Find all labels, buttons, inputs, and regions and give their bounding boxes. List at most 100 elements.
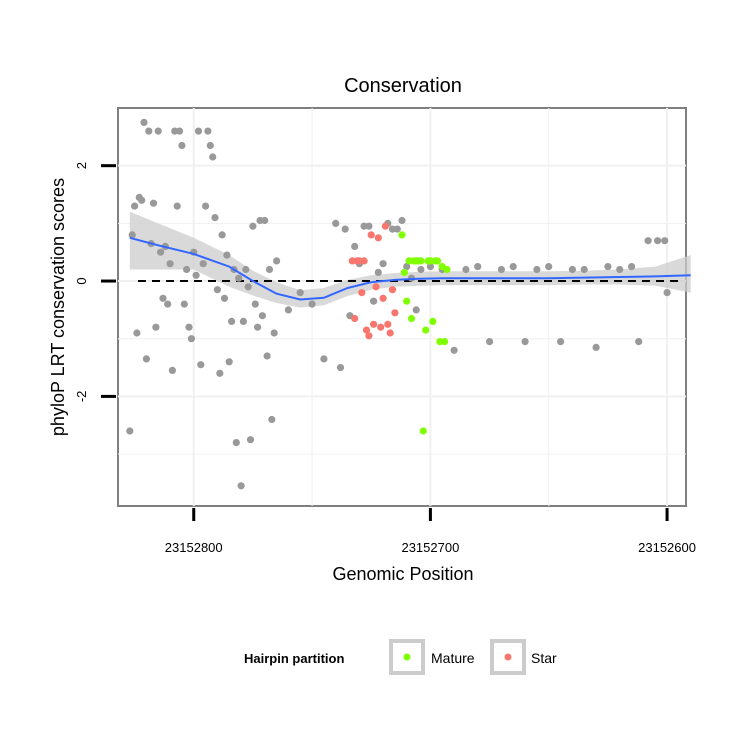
y-axis-label: phyloP LRT conservation scores bbox=[48, 178, 68, 436]
point-other bbox=[332, 219, 340, 227]
point-other bbox=[296, 289, 304, 297]
point-other bbox=[159, 294, 167, 302]
smooth-line bbox=[129, 236, 691, 301]
point-other bbox=[616, 265, 624, 274]
x-tick-label: 23152800 bbox=[165, 540, 223, 555]
legend-label-star: Star bbox=[531, 650, 557, 666]
point-star bbox=[388, 286, 397, 294]
point-other bbox=[232, 439, 240, 447]
point-other bbox=[249, 222, 257, 230]
x-tick-label: 23152700 bbox=[401, 540, 459, 555]
point-mature bbox=[443, 265, 451, 274]
point-star bbox=[351, 314, 359, 323]
point-mature bbox=[433, 257, 442, 265]
point-other bbox=[187, 335, 195, 343]
point-mature bbox=[407, 314, 416, 323]
point-other bbox=[474, 263, 482, 271]
point-star bbox=[367, 231, 375, 239]
legend-key-mature bbox=[389, 639, 425, 675]
legend-swatch-mature bbox=[403, 653, 411, 661]
point-other bbox=[557, 338, 565, 346]
point-other bbox=[509, 263, 517, 271]
point-other bbox=[308, 300, 316, 308]
x-axis-label: Genomic Position bbox=[332, 564, 473, 584]
point-other bbox=[239, 317, 247, 325]
point-other bbox=[273, 257, 281, 265]
point-other bbox=[197, 361, 205, 369]
point-mature bbox=[422, 326, 430, 334]
point-other bbox=[374, 268, 382, 276]
point-other bbox=[225, 358, 233, 366]
point-other bbox=[592, 343, 600, 351]
point-other bbox=[398, 216, 406, 225]
point-other bbox=[403, 263, 411, 271]
point-other bbox=[131, 202, 139, 210]
point-other bbox=[149, 199, 158, 207]
point-other bbox=[462, 265, 470, 274]
point-other bbox=[126, 427, 134, 435]
point-mature bbox=[419, 427, 427, 435]
confidence-band bbox=[129, 211, 691, 308]
point-other bbox=[412, 306, 420, 314]
legend-item-star: Star bbox=[490, 639, 557, 675]
point-other bbox=[265, 265, 274, 274]
y-tick-label: -2 bbox=[74, 391, 89, 403]
point-other bbox=[166, 260, 174, 268]
point-other bbox=[237, 482, 245, 490]
point-other bbox=[220, 294, 229, 302]
point-other bbox=[228, 317, 236, 325]
point-other bbox=[202, 202, 210, 210]
point-other bbox=[216, 369, 224, 377]
point-other bbox=[661, 237, 669, 245]
point-mature bbox=[400, 268, 408, 276]
point-other bbox=[244, 283, 252, 291]
y-axis: 2 0 -2 bbox=[74, 162, 116, 402]
point-other bbox=[140, 118, 148, 126]
point-other bbox=[580, 265, 588, 274]
point-other bbox=[211, 214, 219, 222]
point-other bbox=[251, 300, 259, 308]
point-star bbox=[358, 289, 366, 297]
point-other bbox=[199, 260, 207, 268]
point-other bbox=[213, 286, 221, 294]
point-other bbox=[336, 364, 345, 372]
point-other bbox=[145, 127, 153, 135]
y-tick-label: 2 bbox=[74, 162, 89, 169]
point-other bbox=[168, 366, 176, 374]
point-other bbox=[183, 265, 191, 274]
point-other bbox=[486, 338, 494, 346]
smooth-line-group bbox=[129, 236, 691, 301]
chart-title: Conservation bbox=[344, 75, 462, 97]
plot-panel bbox=[117, 107, 687, 507]
point-other bbox=[254, 323, 262, 331]
point-other bbox=[138, 196, 146, 204]
point-star bbox=[384, 320, 392, 328]
point-mature bbox=[403, 297, 411, 305]
legend-item-mature: Mature bbox=[389, 639, 475, 675]
point-star bbox=[370, 320, 378, 328]
x-tick-label: 23152600 bbox=[638, 540, 696, 555]
point-mature bbox=[417, 257, 425, 265]
point-other bbox=[204, 127, 212, 135]
legend-title: Hairpin partition bbox=[244, 651, 344, 666]
point-other bbox=[223, 251, 231, 259]
point-other bbox=[450, 346, 458, 354]
point-other bbox=[164, 300, 172, 308]
point-other bbox=[663, 289, 671, 297]
point-other bbox=[152, 323, 160, 331]
point-star bbox=[372, 283, 380, 291]
point-other bbox=[568, 265, 577, 274]
point-other bbox=[320, 355, 328, 363]
point-other bbox=[370, 297, 378, 305]
point-other bbox=[341, 225, 349, 233]
point-mature bbox=[441, 338, 449, 346]
x-axis: 23152800 23152700 23152600 bbox=[165, 508, 696, 555]
point-other bbox=[180, 300, 188, 308]
point-other bbox=[185, 323, 193, 331]
point-other bbox=[263, 352, 271, 360]
point-other bbox=[173, 202, 181, 210]
point-other bbox=[379, 260, 387, 268]
point-other bbox=[192, 271, 200, 279]
point-star bbox=[391, 309, 399, 317]
point-other bbox=[242, 265, 250, 274]
